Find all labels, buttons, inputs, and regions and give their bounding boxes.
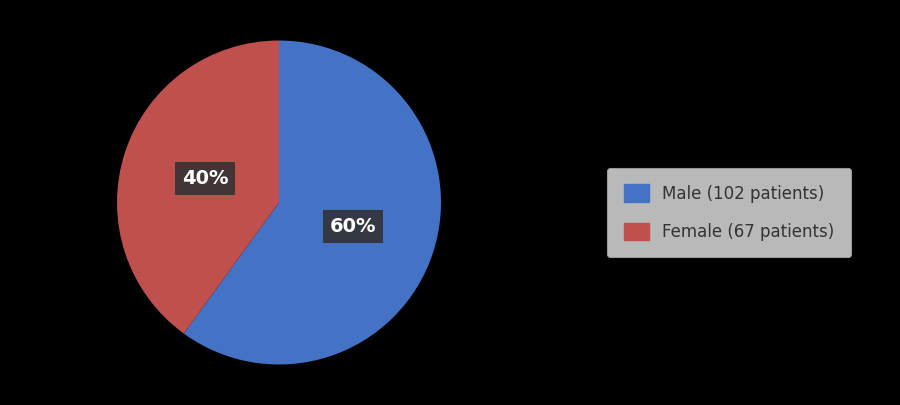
- Text: 60%: 60%: [329, 217, 376, 236]
- Legend: Male (102 patients), Female (67 patients): Male (102 patients), Female (67 patients…: [607, 168, 851, 258]
- Wedge shape: [184, 40, 441, 364]
- Text: 40%: 40%: [182, 169, 229, 188]
- Wedge shape: [117, 40, 279, 334]
